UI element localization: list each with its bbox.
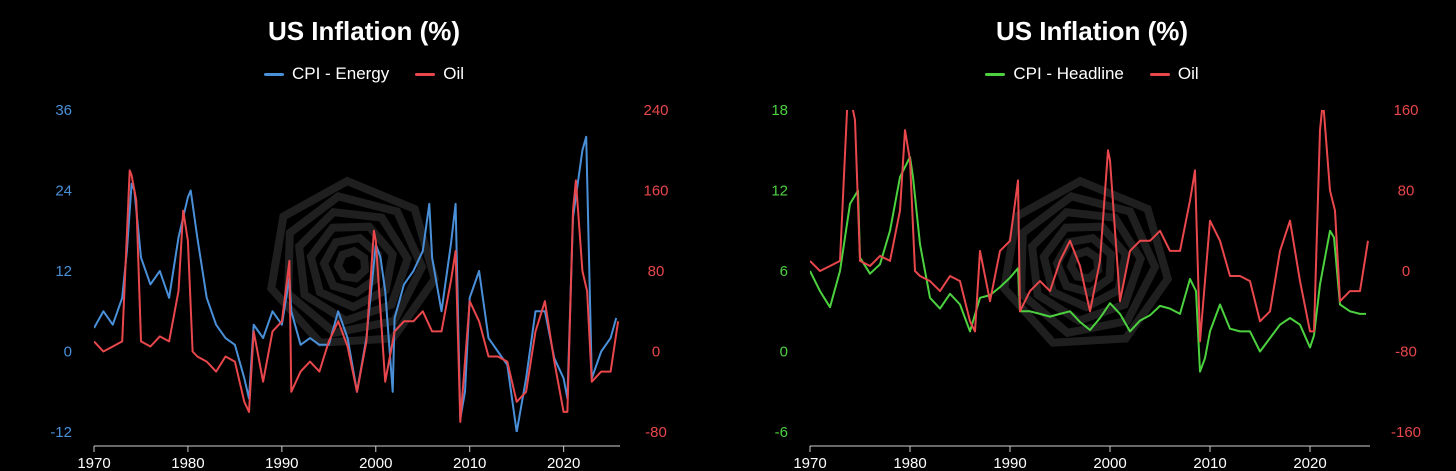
- right-axis-tick-label-2: 80: [648, 263, 665, 280]
- legend-swatch-oil: [1149, 72, 1170, 76]
- left-axis-tick-label-4: -12: [50, 424, 72, 441]
- series-line-oil: [810, 110, 1369, 343]
- x-axis-tick-label-1: 1980: [171, 455, 204, 471]
- left-axis-tick-label-2: 6: [780, 263, 788, 280]
- left-axis-tick-label-1: 12: [771, 183, 788, 200]
- right-axis-tick-label-0: 160: [1393, 102, 1418, 119]
- left-axis-tick-label-2: 12: [55, 263, 72, 280]
- right-axis-tick-label-2: 0: [1402, 263, 1410, 280]
- left-axis-tick-label-0: 18: [771, 102, 788, 119]
- left-axis-tick-label-1: 24: [55, 183, 72, 200]
- chart-title: US Inflation (%): [995, 16, 1189, 46]
- x-axis-tick-label-5: 2020: [547, 455, 580, 471]
- x-axis-tick-label-1: 1980: [893, 455, 926, 471]
- legend-label-oil: Oil: [443, 64, 465, 83]
- right-axis-tick-label-0: 240: [643, 102, 668, 119]
- right-axis-tick-label-4: -160: [1391, 424, 1421, 441]
- left-axis-tick-label-3: 0: [780, 344, 788, 361]
- right-axis-tick-label-1: 160: [643, 183, 668, 200]
- chart-legend: CPI - Energy Oil: [0, 64, 728, 84]
- legend-swatch-energy: [263, 72, 284, 76]
- x-axis-tick-label-4: 2010: [1193, 455, 1226, 471]
- x-axis-tick-label-0: 1970: [77, 455, 110, 471]
- watermark-logo: [267, 176, 440, 347]
- legend-swatch-oil: [415, 72, 436, 76]
- series-line-oil: [94, 169, 620, 423]
- legend-item-oil: Oil: [1149, 64, 1199, 84]
- watermark-logo: [1000, 176, 1173, 347]
- x-axis-tick-label-0: 1970: [793, 455, 826, 471]
- legend-label-energy: CPI - Energy: [291, 64, 390, 83]
- legend-swatch-headline: [985, 72, 1006, 76]
- energy-chart-plot: 36 24 12 0 -12 240 160 80 0 -80 1970 1980 1990 2000 20…: [50, 102, 668, 471]
- chart-title: US Inflation (%): [267, 16, 461, 46]
- left-axis-tick-label-3: 0: [64, 344, 72, 361]
- right-axis-tick-label-3: -80: [1395, 344, 1417, 361]
- chart-panel-headline: 18 12 6 0 -6 160 80 0 -80 -160 1970 1980 1990 2000 201…: [728, 0, 1456, 471]
- x-axis-tick-label-5: 2020: [1293, 455, 1326, 471]
- right-axis-tick-label-4: -80: [645, 424, 667, 441]
- headline-chart-plot: 18 12 6 0 -6 160 80 0 -80 -160 1970 1980 1990 2000 201…: [771, 102, 1421, 471]
- series-line-cpi-headline: [810, 156, 1366, 373]
- right-axis-tick-label-1: 80: [1398, 183, 1415, 200]
- legend-label-oil: Oil: [1177, 64, 1199, 83]
- chart-legend: CPI - Headline Oil: [728, 64, 1456, 84]
- legend-label-headline: CPI - Headline: [1013, 64, 1124, 83]
- legend-item-energy: CPI - Energy: [263, 64, 390, 84]
- legend-item-headline: CPI - Headline: [985, 64, 1124, 84]
- x-axis-tick-label-4: 2010: [453, 455, 486, 471]
- chart-panel-energy: 36 24 12 0 -12 240 160 80 0 -80 1970 1980 1990 2000 20…: [0, 16, 728, 471]
- x-axis-tick-label-2: 1990: [265, 455, 298, 471]
- legend-item-oil: Oil: [415, 64, 464, 84]
- x-axis-tick-label-2: 1990: [993, 455, 1026, 471]
- x-axis-tick-label-3: 2000: [1093, 455, 1126, 471]
- left-axis-tick-label-4: -6: [775, 424, 788, 441]
- right-axis-tick-label-3: 0: [652, 344, 660, 361]
- left-axis-tick-label-0: 36: [55, 102, 72, 119]
- x-axis-tick-label-3: 2000: [359, 455, 392, 471]
